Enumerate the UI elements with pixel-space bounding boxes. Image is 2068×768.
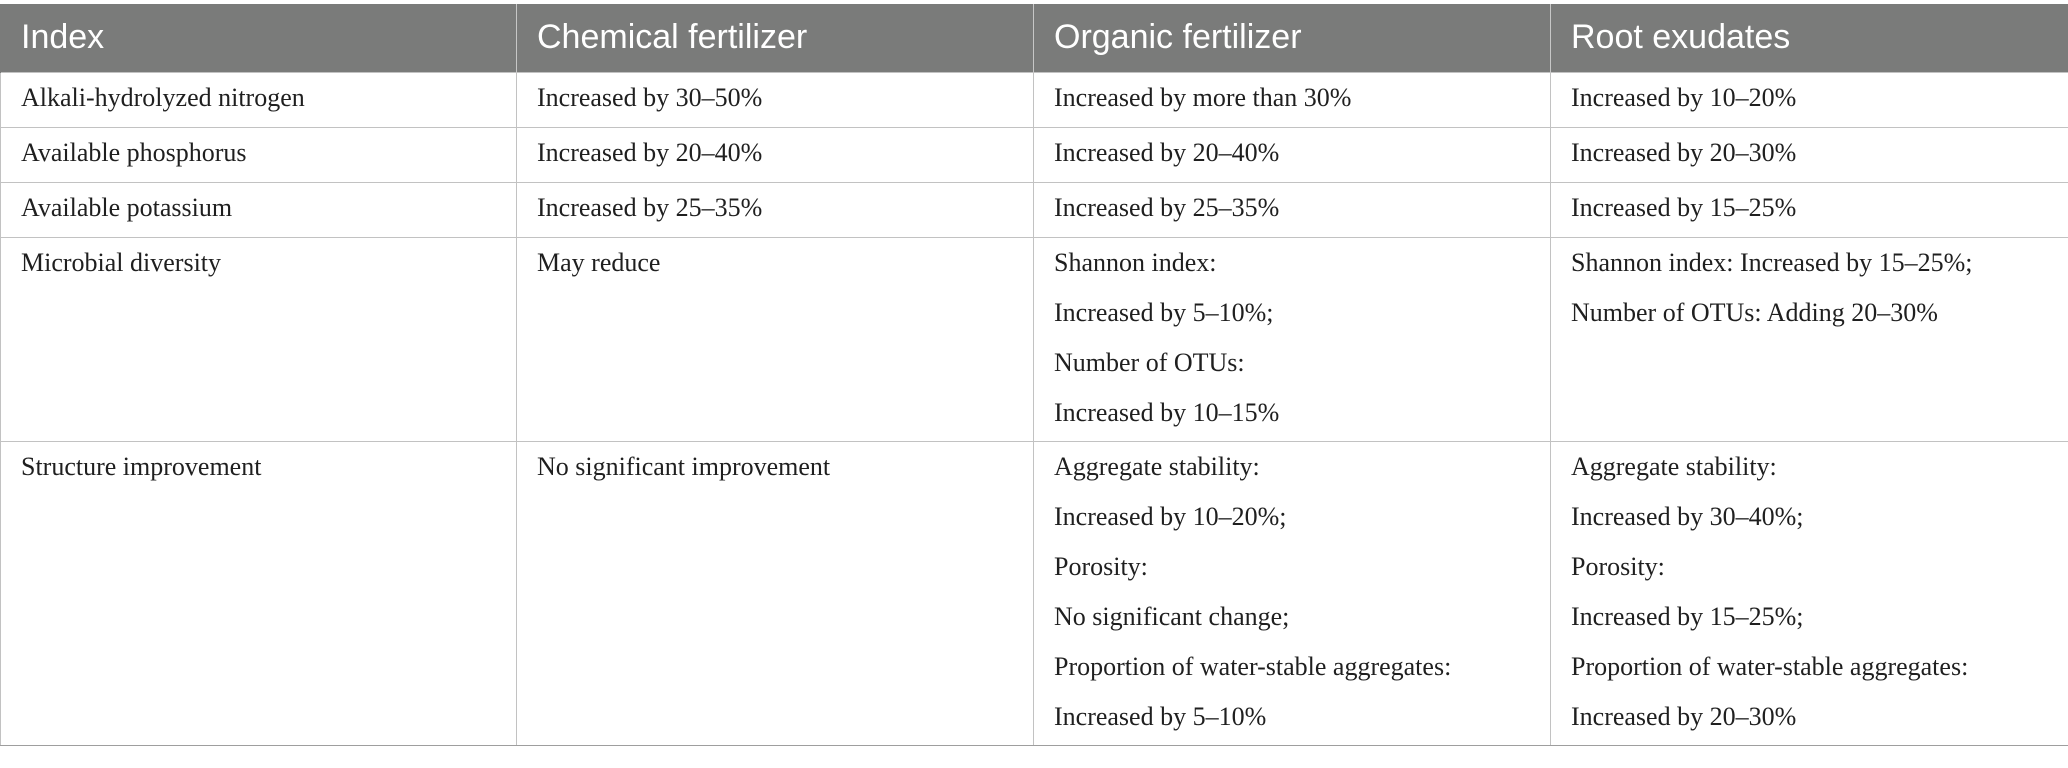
- header-organic-fertilizer: Organic fertilizer: [1034, 4, 1551, 72]
- cell-index: Structure improvement: [1, 441, 517, 745]
- cell-line: Structure improvement: [21, 442, 496, 492]
- cell-organic: Increased by 20–40%: [1034, 127, 1551, 182]
- cell-index: Available potassium: [1, 182, 517, 237]
- cell-line: Available potassium: [21, 183, 496, 233]
- cell-index: Alkali-hydrolyzed nitrogen: [1, 72, 517, 127]
- cell-line: Increased by 20–40%: [1054, 128, 1530, 178]
- cell-chemical: Increased by 25–35%: [517, 182, 1034, 237]
- cell-line: Increased by 15–25%;: [1571, 592, 2048, 642]
- cell-line: Increased by 30–50%: [537, 73, 1013, 123]
- table-body: Alkali-hydrolyzed nitrogen Increased by …: [1, 72, 2068, 745]
- cell-chemical: May reduce: [517, 237, 1034, 441]
- cell-line: May reduce: [537, 238, 1013, 288]
- cell-line: Increased by 25–35%: [1054, 183, 1530, 233]
- cell-organic: Aggregate stability: Increased by 10–20%…: [1034, 441, 1551, 745]
- cell-line: Increased by 20–40%: [537, 128, 1013, 178]
- table-row: Microbial diversity May reduce Shannon i…: [1, 237, 2068, 441]
- cell-line: Increased by 5–10%;: [1054, 288, 1530, 338]
- cell-index: Available phosphorus: [1, 127, 517, 182]
- cell-line: Shannon index:: [1054, 238, 1530, 288]
- cell-chemical: No significant improvement: [517, 441, 1034, 745]
- cell-root: Shannon index: Increased by 15–25%; Numb…: [1551, 237, 2068, 441]
- cell-line: Increased by 10–20%;: [1054, 492, 1530, 542]
- cell-line: Proportion of water-stable aggregates:: [1571, 642, 2048, 692]
- cell-root: Aggregate stability: Increased by 30–40%…: [1551, 441, 2068, 745]
- table-header: Index Chemical fertilizer Organic fertil…: [1, 4, 2068, 72]
- cell-line: Increased by 10–15%: [1054, 388, 1530, 438]
- cell-line: Alkali-hydrolyzed nitrogen: [21, 73, 496, 123]
- header-row: Index Chemical fertilizer Organic fertil…: [1, 4, 2068, 72]
- cell-line: Increased by 25–35%: [537, 183, 1013, 233]
- cell-line: Proportion of water-stable aggregates:: [1054, 642, 1530, 692]
- cell-line: Microbial diversity: [21, 238, 496, 288]
- cell-line: Increased by 30–40%;: [1571, 492, 2048, 542]
- cell-root: Increased by 10–20%: [1551, 72, 2068, 127]
- cell-line: Increased by 5–10%: [1054, 692, 1530, 742]
- cell-line: Increased by 10–20%: [1571, 73, 2048, 123]
- cell-line: Increased by more than 30%: [1054, 73, 1530, 123]
- cell-line: No significant improvement: [537, 442, 1013, 492]
- cell-chemical: Increased by 30–50%: [517, 72, 1034, 127]
- cell-organic: Increased by 25–35%: [1034, 182, 1551, 237]
- cell-organic: Shannon index: Increased by 5–10%; Numbe…: [1034, 237, 1551, 441]
- cell-line: Increased by 20–30%: [1571, 692, 2048, 742]
- table-row: Alkali-hydrolyzed nitrogen Increased by …: [1, 72, 2068, 127]
- cell-line: Increased by 20–30%: [1571, 128, 2048, 178]
- fertilizer-comparison-table: Index Chemical fertilizer Organic fertil…: [0, 4, 2068, 746]
- cell-root: Increased by 20–30%: [1551, 127, 2068, 182]
- cell-line: Aggregate stability:: [1054, 442, 1530, 492]
- header-index: Index: [1, 4, 517, 72]
- cell-chemical: Increased by 20–40%: [517, 127, 1034, 182]
- cell-line: Shannon index: Increased by 15–25%;: [1571, 238, 2048, 288]
- cell-line: Increased by 15–25%: [1571, 183, 2048, 233]
- cell-line: Porosity:: [1571, 542, 2048, 592]
- header-chemical-fertilizer: Chemical fertilizer: [517, 4, 1034, 72]
- cell-line: Number of OTUs:: [1054, 338, 1530, 388]
- cell-index: Microbial diversity: [1, 237, 517, 441]
- cell-root: Increased by 15–25%: [1551, 182, 2068, 237]
- cell-line: Aggregate stability:: [1571, 442, 2048, 492]
- cell-line: No significant change;: [1054, 592, 1530, 642]
- table-row: Available phosphorus Increased by 20–40%…: [1, 127, 2068, 182]
- cell-line: Available phosphorus: [21, 128, 496, 178]
- table-row: Available potassium Increased by 25–35% …: [1, 182, 2068, 237]
- header-root-exudates: Root exudates: [1551, 4, 2068, 72]
- cell-line: Porosity:: [1054, 542, 1530, 592]
- cell-line: Number of OTUs: Adding 20–30%: [1571, 288, 2048, 338]
- cell-organic: Increased by more than 30%: [1034, 72, 1551, 127]
- table-row: Structure improvement No significant imp…: [1, 441, 2068, 745]
